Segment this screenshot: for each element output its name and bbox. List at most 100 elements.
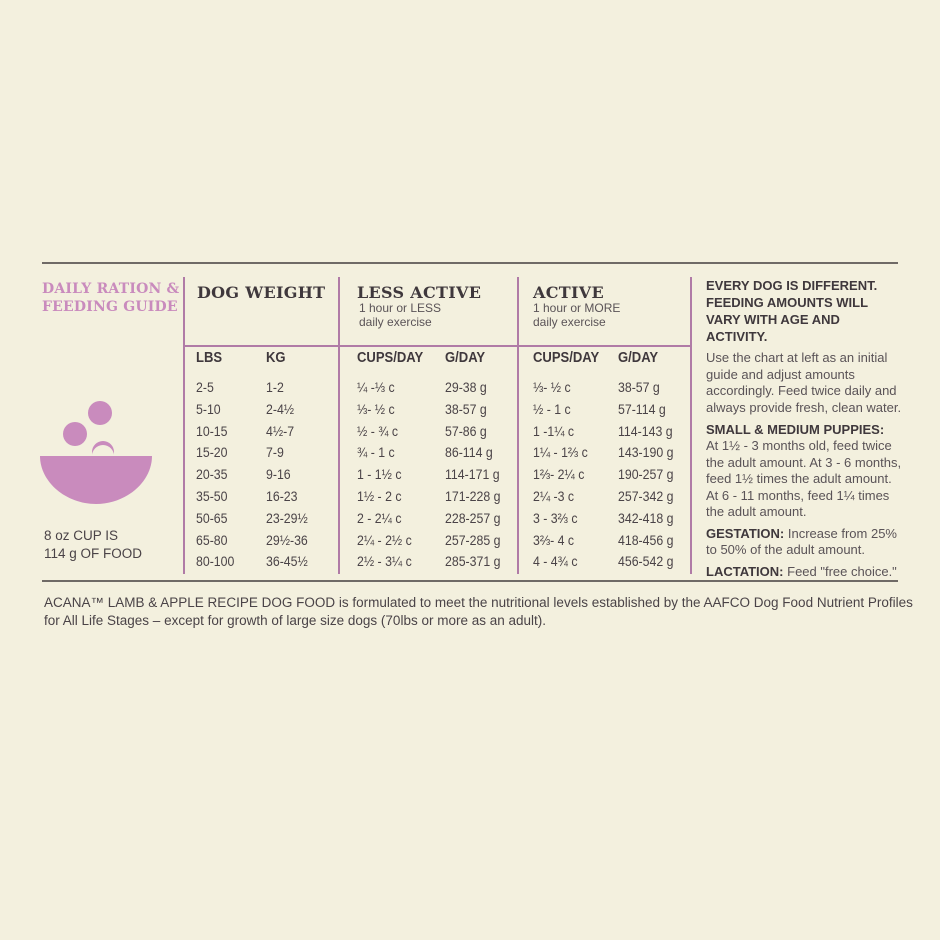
kg-cell: 16-23 bbox=[266, 487, 298, 504]
feeding-notes: EVERY DOG IS DIFFERENT. FEEDING AMOUNTS … bbox=[706, 277, 902, 585]
notes-heading: EVERY DOG IS DIFFERENT. FEEDING AMOUNTS … bbox=[706, 278, 878, 344]
lbs-cell: 15-20 bbox=[196, 444, 228, 461]
kg-cell: 23-29½ bbox=[266, 509, 308, 526]
active-cups-header: CUPS/DAY bbox=[533, 350, 600, 366]
active-cups-cell: ½ - 1 c bbox=[533, 400, 571, 417]
cup-note-line1: 8 oz CUP IS bbox=[44, 528, 119, 543]
less-active-cups-cell: 2 - 2¼ c bbox=[357, 509, 402, 526]
table-row: 20-35 9-16 1 - 1½ c 114-171 g 1⅔- 2¼ c 1… bbox=[0, 464, 700, 486]
lbs-header: LBS bbox=[196, 350, 223, 366]
active-heading: ACTIVE bbox=[533, 283, 604, 302]
less-active-subtitle: 1 hour or LESS daily exercise bbox=[359, 301, 441, 329]
table-row: 65-80 29½-36 2¼ - 2½ c 257-285 g 3⅔- 4 c… bbox=[0, 530, 700, 552]
active-sub2: daily exercise bbox=[533, 315, 606, 329]
divider-3 bbox=[517, 277, 519, 574]
less-active-cups-cell: ¾ - 1 c bbox=[357, 444, 395, 461]
active-g-cell: 342-418 g bbox=[618, 509, 674, 526]
less-active-cups-cell: 1½ - 2 c bbox=[357, 487, 402, 504]
table-row: 50-65 23-29½ 2 - 2¼ c 228-257 g 3 - 3⅔ c… bbox=[0, 508, 700, 530]
less-active-g-cell: 228-257 g bbox=[445, 509, 501, 526]
less-active-g-cell: 285-371 g bbox=[445, 553, 501, 570]
less-active-cups-cell: ⅓- ½ c bbox=[357, 400, 395, 417]
cup-note-line2: 114 g OF FOOD bbox=[44, 546, 143, 561]
active-sub1: 1 hour or MORE bbox=[533, 301, 621, 315]
active-cups-cell: 4 - 4¾ c bbox=[533, 553, 578, 570]
active-g-cell: 57-114 g bbox=[618, 400, 666, 417]
active-g-cell: 190-257 g bbox=[618, 466, 674, 483]
gestation-note: GESTATION: Increase from 25% to 50% of t… bbox=[706, 526, 902, 559]
lbs-cell: 2-5 bbox=[196, 379, 214, 395]
active-g-cell: 257-342 g bbox=[618, 487, 674, 504]
less-active-g-cell: 86-114 g bbox=[445, 444, 493, 461]
less-active-cups-cell: 2¼ - 2½ c bbox=[357, 531, 412, 548]
lbs-cell: 80-100 bbox=[196, 553, 235, 570]
active-g-cell: 114-143 g bbox=[618, 422, 673, 439]
kg-cell: 4½-7 bbox=[266, 422, 295, 439]
gestation-label: GESTATION: bbox=[706, 525, 785, 541]
active-cups-cell: 3⅔- 4 c bbox=[533, 531, 575, 548]
guide-title: DAILY RATION & FEEDING GUIDE bbox=[42, 281, 180, 315]
puppies-text: At 1½ - 3 months old, feed twice the adu… bbox=[706, 438, 902, 519]
lbs-cell: 20-35 bbox=[196, 466, 228, 483]
top-rule bbox=[42, 262, 898, 264]
notes-intro: Use the chart at left as an initial guid… bbox=[706, 350, 902, 415]
active-cups-cell: 1⅔- 2¼ c bbox=[533, 466, 585, 483]
kg-cell: 36-45½ bbox=[266, 553, 308, 570]
bottom-rule bbox=[42, 580, 898, 582]
less-active-cups-cell: ½ - ¾ c bbox=[357, 422, 399, 439]
active-cups-cell: ⅓- ½ c bbox=[533, 379, 571, 395]
kg-cell: 1-2 bbox=[266, 379, 284, 395]
less-active-heading: LESS ACTIVE bbox=[357, 283, 482, 302]
lactation-label: LACTATION: bbox=[706, 563, 784, 579]
active-subtitle: 1 hour or MORE daily exercise bbox=[533, 301, 620, 329]
feeding-table: 2-5 1-2 ¼ -⅓ c 29-38 g ⅓- ½ c 38-57 g 5-… bbox=[0, 377, 700, 573]
active-g-header: G/DAY bbox=[618, 350, 659, 366]
less-active-g-cell: 171-228 g bbox=[445, 487, 501, 504]
less-active-g-cell: 114-171 g bbox=[445, 466, 500, 483]
active-g-cell: 38-57 g bbox=[618, 379, 660, 395]
less-active-sub2: daily exercise bbox=[359, 315, 432, 329]
divider-2 bbox=[338, 277, 340, 574]
table-row: 15-20 7-9 ¾ - 1 c 86-114 g 1¼ - 1⅔ c 143… bbox=[0, 442, 700, 464]
active-g-cell: 143-190 g bbox=[618, 444, 674, 461]
table-row: 2-5 1-2 ¼ -⅓ c 29-38 g ⅓- ½ c 38-57 g bbox=[0, 377, 700, 399]
less-active-cups-cell: 1 - 1½ c bbox=[357, 466, 402, 483]
lbs-cell: 35-50 bbox=[196, 487, 228, 504]
puppies-heading: SMALL & MEDIUM PUPPIES: bbox=[706, 422, 885, 437]
table-row: 10-15 4½-7 ½ - ¾ c 57-86 g 1 -1¼ c 114-1… bbox=[0, 421, 700, 443]
less-active-g-cell: 257-285 g bbox=[445, 531, 501, 548]
kg-cell: 9-16 bbox=[266, 466, 291, 483]
divider-1 bbox=[183, 277, 185, 574]
divider-4 bbox=[690, 277, 692, 574]
table-row: 35-50 16-23 1½ - 2 c 171-228 g 2¼ -3 c 2… bbox=[0, 486, 700, 508]
less-active-g-cell: 38-57 g bbox=[445, 400, 487, 417]
kg-cell: 2-4½ bbox=[266, 400, 295, 417]
cup-note: 8 oz CUP IS 114 g OF FOOD bbox=[44, 527, 179, 563]
less-active-g-cell: 29-38 g bbox=[445, 379, 487, 395]
lbs-cell: 5-10 bbox=[196, 400, 221, 417]
lactation-note: LACTATION: Feed "free choice." bbox=[706, 564, 902, 581]
kg-header: KG bbox=[266, 350, 286, 366]
less-active-g-cell: 57-86 g bbox=[445, 422, 487, 439]
less-active-g-header: G/DAY bbox=[445, 350, 486, 366]
gestation-text: Increase from 25% to 50% of the adult am… bbox=[706, 525, 897, 558]
aafco-statement: ACANA™ LAMB & APPLE RECIPE DOG FOOD is f… bbox=[44, 595, 913, 628]
active-g-cell: 456-542 g bbox=[618, 553, 674, 570]
header-divider bbox=[183, 345, 692, 347]
active-cups-cell: 1 -1¼ c bbox=[533, 422, 575, 439]
kg-cell: 29½-36 bbox=[266, 531, 308, 548]
lbs-cell: 65-80 bbox=[196, 531, 228, 548]
active-cups-cell: 2¼ -3 c bbox=[533, 487, 575, 504]
lbs-cell: 10-15 bbox=[196, 422, 228, 439]
active-cups-cell: 3 - 3⅔ c bbox=[533, 509, 578, 526]
dog-weight-heading: DOG WEIGHT bbox=[197, 283, 326, 302]
active-g-cell: 418-456 g bbox=[618, 531, 674, 548]
food-bowl-icon bbox=[40, 401, 152, 504]
less-active-sub1: 1 hour or LESS bbox=[359, 301, 442, 315]
active-cups-cell: 1¼ - 1⅔ c bbox=[533, 444, 588, 461]
lbs-cell: 50-65 bbox=[196, 509, 228, 526]
less-active-cups-cell: ¼ -⅓ c bbox=[357, 379, 395, 395]
lactation-text: Feed "free choice." bbox=[787, 563, 897, 579]
less-active-cups-header: CUPS/DAY bbox=[357, 350, 424, 366]
table-row: 5-10 2-4½ ⅓- ½ c 38-57 g ½ - 1 c 57-114 … bbox=[0, 399, 700, 421]
